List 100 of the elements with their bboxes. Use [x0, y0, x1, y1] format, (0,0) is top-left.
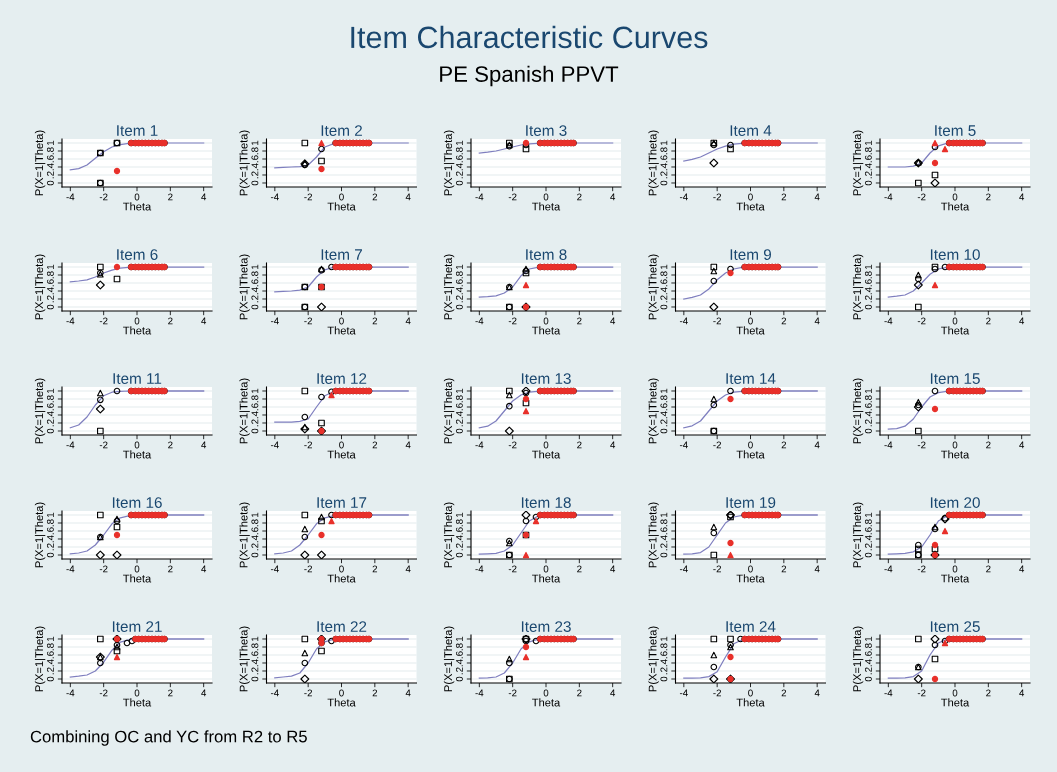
x-axis-title: Theta	[736, 574, 765, 583]
y-tick-label: .4	[660, 535, 668, 543]
x-axis-title: Theta	[327, 326, 356, 335]
y-tick-label: .4	[865, 287, 872, 295]
x-tick-label: 0	[339, 193, 344, 201]
y-tick-label: 1	[251, 636, 259, 641]
x-tick-label: 2	[168, 317, 173, 325]
x-tick-label: 0	[134, 193, 140, 201]
x-tick-label: 0	[952, 689, 958, 697]
x-tick-label: 0	[134, 317, 140, 325]
text: PE Spanish PPVT	[440, 65, 619, 87]
y-tick-label: .8	[46, 271, 54, 279]
x-tick-label: 2	[986, 689, 991, 697]
y-axis-title: P(X=1|Theta)	[239, 378, 250, 444]
x-tick-label: -4	[66, 565, 75, 573]
x-tick-label: -4	[66, 193, 75, 201]
x-tick-label: -2	[917, 193, 926, 201]
y-axis-title: P(X=1|Theta)	[648, 626, 659, 692]
chart-title: Item 11	[113, 373, 162, 384]
y-tick-label: .4	[456, 411, 463, 419]
y-tick-label: 1	[865, 512, 872, 517]
x-tick-label: 0	[339, 565, 344, 573]
x-tick-label: -4	[884, 689, 893, 697]
y-axis-title: P(X=1|Theta)	[34, 502, 46, 568]
y-tick-label: .6	[864, 279, 872, 287]
x-tick-label: -4	[475, 317, 484, 325]
x-tick-label: -2	[99, 689, 108, 697]
x-tick-label: 0	[748, 317, 753, 325]
y-tick-label: .2	[864, 419, 872, 427]
y-tick-label: 0	[660, 552, 668, 558]
x-axis-title: Theta	[736, 450, 765, 459]
y-tick-label: 0	[251, 676, 259, 682]
y-tick-label: .6	[46, 527, 54, 535]
x-tick-label: 0	[339, 317, 344, 325]
y-tick-label: .8	[864, 271, 872, 279]
y-tick-label: 0	[251, 428, 259, 434]
x-tick-label: 4	[405, 565, 411, 573]
text: Item Characteristic Curves	[351, 25, 708, 49]
chart-title: Item 3	[526, 125, 567, 136]
x-tick-label: 4	[814, 441, 820, 449]
chart-title: Item 1	[117, 125, 158, 136]
y-tick-label: .8	[660, 643, 668, 651]
x-tick-label: 0	[543, 565, 549, 573]
chart-title: Item 23	[521, 621, 571, 632]
y-tick-label: .6	[251, 155, 259, 163]
text: Combining OC and YC from R2 to R5	[30, 730, 307, 746]
y-tick-label: .8	[251, 519, 259, 527]
y-tick-label: 0	[864, 428, 872, 434]
x-axis-title: Theta	[736, 698, 765, 707]
y-tick-label: .2	[46, 295, 54, 303]
y-tick-label: .8	[46, 395, 54, 403]
y-axis-title: P(X=1|Theta)	[239, 626, 250, 692]
y-tick-label: .6	[46, 155, 54, 163]
x-tick-label: 0	[543, 441, 549, 449]
y-tick-label: 0	[46, 304, 54, 310]
y-tick-label: 1	[47, 512, 54, 517]
x-tick-label: -2	[917, 441, 926, 449]
y-axis-title: P(X=1|Theta)	[443, 378, 455, 444]
x-tick-label: 0	[952, 441, 958, 449]
x-tick-label: -2	[713, 193, 721, 201]
x-tick-label: -2	[917, 689, 926, 697]
chart-title: Item 25	[930, 621, 980, 632]
y-tick-label: .4	[865, 659, 872, 667]
y-tick-label: 0	[251, 304, 259, 310]
y-tick-label: .4	[865, 411, 872, 419]
chart-title: Item 21	[112, 621, 162, 632]
x-tick-label: -2	[713, 317, 721, 325]
x-tick-label: -2	[99, 565, 108, 573]
y-tick-label: .8	[46, 519, 54, 527]
y-axis-title: P(X=1|Theta)	[443, 502, 455, 568]
y-tick-label: 1	[251, 388, 259, 393]
x-tick-label: -2	[304, 317, 312, 325]
x-tick-label: 2	[372, 689, 378, 697]
y-tick-label: .4	[251, 535, 259, 543]
x-axis-title: Theta	[532, 202, 561, 211]
y-tick-label: .6	[455, 527, 463, 535]
y-tick-label: .6	[660, 155, 668, 163]
y-tick-label: .8	[251, 643, 259, 651]
y-tick-label: .8	[46, 643, 54, 651]
y-tick-label: .2	[251, 419, 259, 427]
x-axis-title: Theta	[941, 326, 970, 335]
x-tick-label: 2	[168, 689, 173, 697]
chart-title: Item 22	[317, 621, 367, 632]
x-tick-label: -2	[713, 689, 721, 697]
x-tick-label: 0	[748, 193, 753, 201]
x-tick-label: 4	[1019, 565, 1025, 573]
y-tick-label: .8	[660, 519, 668, 527]
y-tick-label: .8	[455, 271, 463, 279]
x-tick-label: 4	[405, 317, 411, 325]
y-tick-label: .8	[864, 147, 872, 155]
y-tick-label: 1	[47, 264, 54, 269]
y-tick-label: .4	[660, 659, 668, 667]
x-tick-label: 4	[814, 689, 820, 697]
y-tick-label: 0	[46, 676, 54, 682]
x-tick-label: 0	[952, 193, 958, 201]
x-tick-label: -2	[508, 441, 517, 449]
y-tick-label: 1	[456, 512, 463, 517]
y-axis-title: P(X=1|Theta)	[852, 378, 864, 444]
y-tick-label: .6	[46, 279, 54, 287]
x-tick-label: 0	[134, 441, 140, 449]
